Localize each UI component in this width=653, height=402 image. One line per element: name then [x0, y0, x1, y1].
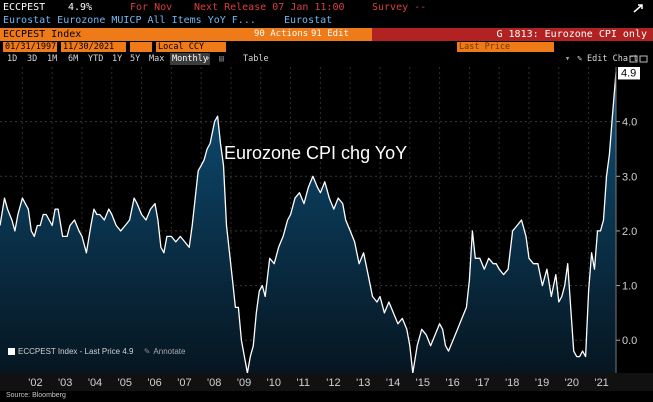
- date-range-row: 01/31/1997 11/30/2021 Local CCY Last Pri…: [0, 42, 653, 52]
- ticker-label[interactable]: ECCPEST: [3, 2, 46, 13]
- edit-menu[interactable]: 91 Edit: [311, 29, 349, 39]
- currency-field[interactable]: Local CCY: [156, 42, 226, 52]
- annotate-button[interactable]: Annotate: [153, 347, 186, 356]
- start-date-field[interactable]: 01/31/1997: [3, 42, 57, 52]
- x-tick-label: '18: [505, 377, 520, 389]
- x-tick-label: '12: [326, 377, 341, 389]
- expand-icon[interactable]: [632, 3, 644, 17]
- x-tick-label: '11: [296, 377, 310, 389]
- legend-swatch: [8, 348, 15, 355]
- chart-id-label[interactable]: G 1813: Eurozone CPI only: [496, 29, 647, 40]
- x-tick-label: '16: [445, 377, 460, 389]
- table-icon: ▤: [219, 54, 225, 64]
- x-tick-label: '14: [385, 377, 401, 389]
- security-description: Eurostat Eurozone MUICP All Items YoY F.…: [3, 15, 256, 26]
- end-date-field[interactable]: 11/30/2021: [61, 42, 126, 52]
- x-tick-label: '13: [356, 377, 371, 389]
- survey-label: Survey --: [372, 2, 427, 13]
- dropdown-spacer: [130, 42, 152, 52]
- last-value: 4.9%: [68, 2, 93, 13]
- chart-legend: ECCPEST Index - Last Price 4.9 ✎ Annotate: [8, 347, 185, 356]
- x-axis: '02 '03 '04 '05 '06 '07 '08 '09 '10 '11 '12 '13 '14 '…: [0, 373, 653, 391]
- security-field[interactable]: ECCPEST Index: [3, 29, 82, 40]
- next-release-label: Next Release 07 Jan 11:00: [194, 2, 345, 13]
- y-tick-label: 3.0: [622, 171, 637, 183]
- actions-menu[interactable]: 90 Actions: [254, 29, 309, 39]
- period-label: For Nov: [130, 2, 173, 13]
- last-value-text: 4.9: [621, 67, 636, 79]
- chevron-down-icon[interactable]: ▾: [205, 54, 211, 64]
- settings-icon[interactable]: [629, 54, 649, 64]
- x-tick-label: '20: [564, 377, 580, 389]
- table-button[interactable]: Table: [243, 54, 269, 64]
- period-6m[interactable]: 6M: [68, 54, 79, 64]
- y-tick-label: 2.0: [622, 226, 637, 238]
- last-value-marker: 4.9: [618, 65, 640, 80]
- cpi-chart: 0.0 1.0 2.0 3.0 4.0 4.9: [0, 65, 640, 374]
- header-row-quote: ECCPEST 4.9% For Nov Next Release 07 Jan…: [0, 2, 653, 15]
- chart-options-icon[interactable]: ▾: [565, 54, 571, 64]
- legend-label: ECCPEST Index - Last Price 4.9: [18, 347, 134, 356]
- period-3d[interactable]: 3D: [27, 54, 38, 64]
- y-tick-label: 0.0: [622, 335, 637, 347]
- x-tick-label: '08: [207, 377, 222, 389]
- period-1d[interactable]: 1D: [7, 54, 18, 64]
- frequency-select[interactable]: Monthly: [170, 53, 210, 65]
- period-5y[interactable]: 5Y: [130, 54, 141, 64]
- pencil-icon: ✎: [577, 54, 583, 64]
- x-tick-label: '07: [177, 377, 192, 389]
- chart-title: Eurozone CPI chg YoY: [224, 143, 408, 163]
- edit-chart-button[interactable]: Edit Chart: [587, 54, 639, 64]
- x-tick-label: '06: [147, 377, 162, 389]
- annotate-icon: ✎: [143, 347, 151, 356]
- series-line: [0, 72, 617, 374]
- chart-id-bar: G 1813: Eurozone CPI only: [372, 28, 653, 41]
- x-tick-label: '02: [28, 377, 43, 389]
- x-tick-label: '10: [266, 377, 281, 389]
- source-footer: Source: Bloomberg: [6, 392, 66, 399]
- x-tick-label: '03: [58, 377, 73, 389]
- y-tick-label: 1.0: [622, 281, 637, 293]
- x-tick-label: '21: [594, 377, 609, 389]
- period-1m[interactable]: 1M: [47, 54, 58, 64]
- mode-field[interactable]: Last Price: [457, 42, 554, 52]
- x-tick-label: '15: [415, 377, 431, 389]
- header-row-description: Eurostat Eurozone MUICP All Items YoY F.…: [0, 15, 653, 27]
- y-tick-label: 4.0: [622, 117, 637, 129]
- source-label: Eurostat: [284, 15, 333, 26]
- series-area: [0, 72, 616, 373]
- x-tick-label: '19: [534, 377, 550, 389]
- period-ytd[interactable]: YTD: [88, 54, 104, 64]
- period-toolbar: 1D 3D 1M 6M YTD 1Y 5Y Max Monthly ▾ ▤ Ta…: [0, 53, 653, 65]
- x-tick-label: '17: [475, 377, 490, 389]
- period-1y[interactable]: 1Y: [112, 54, 123, 64]
- x-tick-label: '05: [117, 377, 132, 389]
- chart-area[interactable]: 0.0 1.0 2.0 3.0 4.0 4.9: [0, 65, 653, 375]
- x-tick-label: '04: [87, 377, 103, 389]
- last-value-box: [618, 65, 640, 80]
- x-tick-label: '09: [236, 377, 252, 389]
- period-max[interactable]: Max: [149, 54, 165, 64]
